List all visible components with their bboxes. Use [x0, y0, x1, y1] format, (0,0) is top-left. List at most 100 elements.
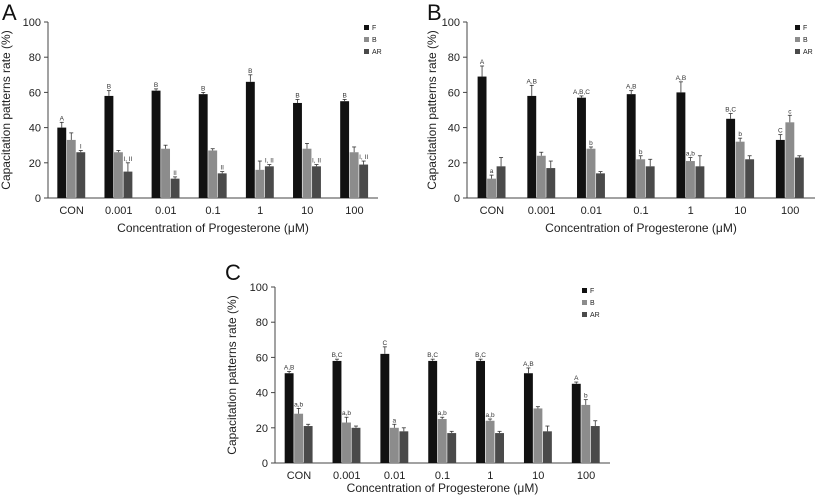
x-tick-label: 10 [301, 205, 313, 217]
y-tick-label: 60 [29, 87, 41, 99]
legend-swatch [364, 49, 369, 54]
significance-label: C [382, 340, 387, 347]
y-tick-label: 0 [262, 458, 268, 470]
bar [428, 360, 438, 463]
x-tick-label: 1 [487, 470, 493, 482]
legend-label: AR [372, 49, 382, 56]
legend-label: B [590, 300, 595, 307]
bar [775, 139, 785, 198]
significance-label: B [154, 82, 158, 89]
significance-label: I [80, 143, 82, 150]
legend-label: B [372, 37, 377, 44]
bar [302, 148, 312, 198]
significance-label: B,C [332, 352, 343, 359]
bar [695, 166, 705, 198]
panel-letter: A [2, 0, 17, 25]
y-tick-label: 0 [35, 193, 41, 205]
bar [284, 373, 294, 463]
bar [487, 178, 497, 198]
y-tick-label: 80 [256, 317, 268, 329]
legend-label: F [372, 25, 376, 32]
bar [340, 101, 350, 198]
legend-swatch [364, 25, 369, 30]
bar [676, 92, 686, 198]
bar [303, 426, 313, 463]
bar [645, 166, 655, 198]
bar [161, 148, 171, 198]
x-tick-label: 10 [734, 205, 746, 217]
bar [332, 360, 342, 463]
bar [496, 166, 506, 198]
legend-swatch [795, 37, 800, 42]
legend-swatch [364, 37, 369, 42]
y-tick-label: 100 [442, 17, 460, 29]
significance-label: a,b [686, 151, 695, 158]
significance-label: a [490, 168, 494, 175]
bar [66, 139, 76, 198]
x-tick-label: 0.1 [205, 205, 220, 217]
bar [349, 152, 359, 198]
bar [312, 166, 321, 198]
legend-label: B [803, 37, 808, 44]
bar [577, 97, 586, 198]
significance-label: I, II [359, 154, 368, 161]
y-axis-title: Capacitation patterns rate (%) [225, 295, 239, 454]
significance-label: B,C [475, 352, 486, 359]
y-axis-title: Capacitation patterns rate (%) [425, 30, 439, 189]
x-tick-label: CON [59, 205, 84, 217]
y-tick-label: 60 [256, 352, 268, 364]
bar [76, 152, 86, 198]
significance-label: A,B [676, 75, 686, 82]
bar [745, 159, 755, 198]
bar [57, 127, 67, 198]
significance-label: A [60, 115, 65, 122]
bar [104, 95, 114, 198]
legend-swatch [582, 300, 587, 305]
significance-label: A [574, 375, 579, 382]
significance-label: I, II [123, 156, 132, 163]
x-tick-label: 1 [257, 205, 263, 217]
bar [380, 353, 390, 463]
x-axis-title: Concentration of Progesterone (μM) [117, 221, 309, 235]
legend-swatch [795, 49, 800, 54]
significance-label: A [480, 59, 485, 66]
bar [546, 168, 556, 198]
x-tick-label: 0.001 [105, 205, 133, 217]
significance-label: A,B [527, 78, 537, 85]
x-tick-label: 0.1 [435, 470, 450, 482]
significance-label: C [778, 128, 783, 135]
legend-swatch [795, 25, 800, 30]
bar [208, 150, 218, 198]
chart-panel-c: C 0 20 40 60 80 100 Capacitation patterns rate … [225, 260, 610, 495]
bar [735, 141, 745, 198]
significance-label: B [342, 92, 346, 99]
legend-swatch [582, 312, 587, 317]
significance-label: B [107, 84, 111, 91]
x-tick-label: 0.01 [581, 205, 602, 217]
significance-label: A,B [523, 361, 533, 368]
y-tick-label: 100 [250, 282, 268, 294]
significance-label: a,b [438, 410, 447, 417]
significance-label: c [788, 108, 792, 115]
y-tick-label: 20 [29, 158, 41, 170]
y-tick-label: 40 [29, 123, 41, 135]
bar [794, 157, 804, 198]
bar [245, 81, 255, 198]
significance-label: B [248, 68, 252, 75]
significance-label: I, II [312, 158, 321, 165]
bar [359, 164, 369, 198]
bar [495, 433, 505, 463]
bar [351, 427, 361, 463]
x-tick-label: 0.1 [633, 205, 648, 217]
significance-label: B [295, 92, 299, 99]
significance-label: a,b [486, 412, 495, 419]
x-tick-label: CON [480, 205, 505, 217]
y-tick-label: 20 [256, 423, 268, 435]
legend-swatch [582, 288, 587, 293]
x-axis-title: Concentration of Progesterone (μM) [347, 481, 539, 495]
panel-letter: C [225, 260, 241, 285]
significance-label: A,B [284, 364, 294, 371]
bar [590, 426, 600, 463]
significance-label: B,C [427, 352, 438, 359]
